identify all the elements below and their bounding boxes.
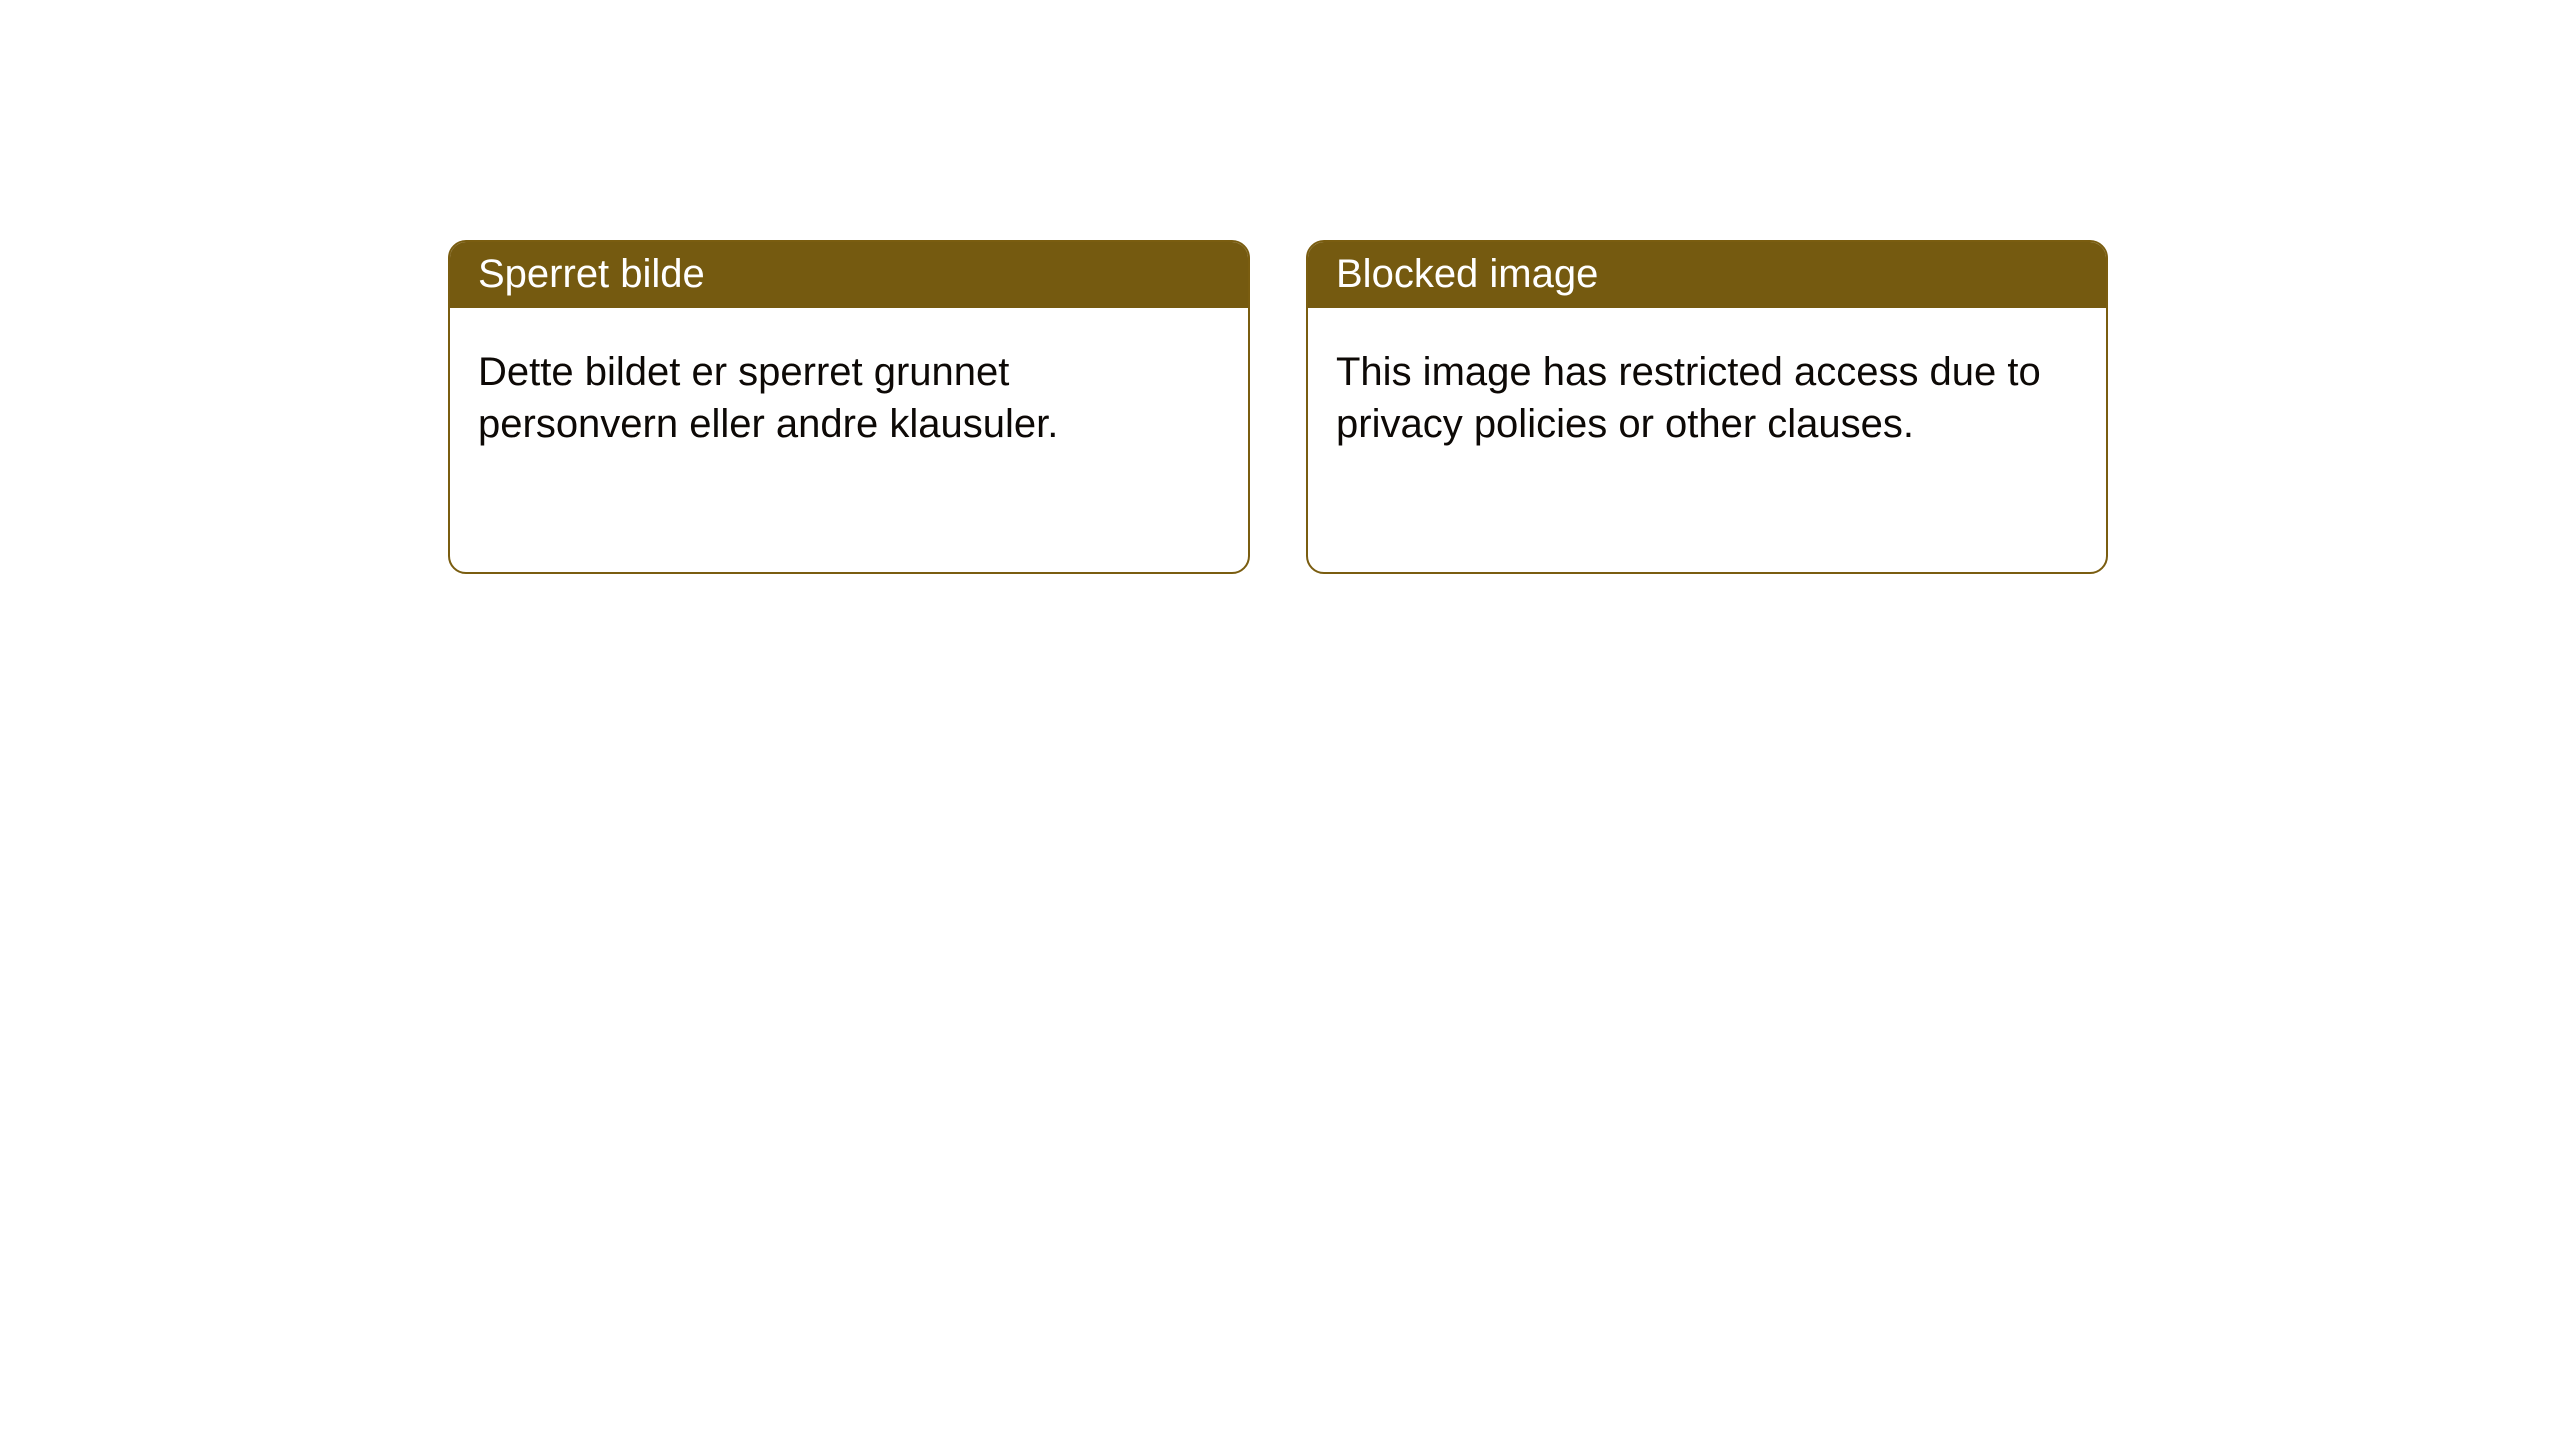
notice-header: Blocked image — [1308, 242, 2106, 308]
notice-header: Sperret bilde — [450, 242, 1248, 308]
notice-card-english: Blocked image This image has restricted … — [1306, 240, 2108, 574]
notice-body: Dette bildet er sperret grunnet personve… — [450, 308, 1248, 478]
notice-body: This image has restricted access due to … — [1308, 308, 2106, 478]
notice-container: Sperret bilde Dette bildet er sperret gr… — [0, 0, 2560, 574]
notice-card-norwegian: Sperret bilde Dette bildet er sperret gr… — [448, 240, 1250, 574]
